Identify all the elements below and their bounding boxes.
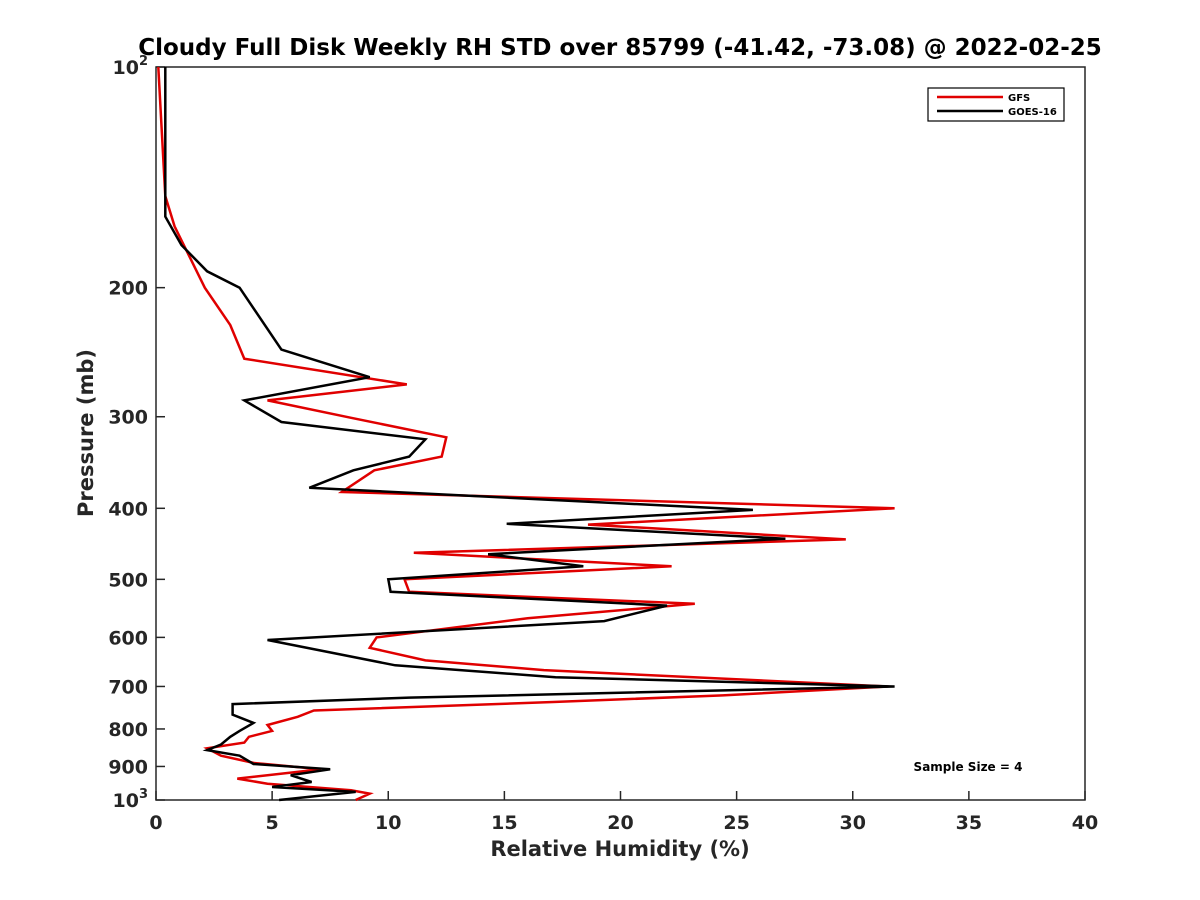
y-tick-label: 300 [108,407,148,429]
y-tick-label: 103 [113,787,149,812]
x-tick-label: 30 [840,812,866,834]
y-tick-label: 400 [108,498,148,520]
x-axis-ticks: 0 5 10 15 20 25 30 35 40 [149,791,1098,834]
x-tick-label: 35 [956,812,982,834]
legend-box [927,87,1065,122]
x-tick-label: 25 [723,812,749,834]
y-tick-label: 800 [108,719,148,741]
x-tick-label: 5 [266,812,279,834]
y-tick-label: 200 [108,278,148,300]
legend: GFS GOES-16 [927,87,1065,122]
legend-label-goes16: GOES-16 [1008,107,1057,118]
x-tick-label: 40 [1072,812,1098,834]
y-tick-label: 700 [108,676,148,698]
legend-label-gfs: GFS [1008,93,1030,104]
x-tick-label: 20 [607,812,633,834]
x-tick-label: 15 [491,812,517,834]
series-line-goes16 [164,67,895,802]
y-tick-label: 102 [113,54,149,79]
chart-title: Cloudy Full Disk Weekly RH STD over 8579… [138,35,1102,61]
x-tick-label: 10 [375,812,401,834]
sample-size-annotation: Sample Size = 4 [914,760,1023,774]
series-line-gfs [157,66,895,802]
x-axis-label: Relative Humidity (%) [490,837,749,861]
y-tick-label: 500 [108,569,148,591]
y-tick-label: 900 [108,756,148,778]
series-lines [157,66,895,802]
y-axis-label: Pressure (mb) [74,349,98,517]
y-tick-label: 600 [108,627,148,649]
y-axis-ticks: 102 200 300 400 500 600 700 800 900 103 [108,54,165,812]
plot-frame [155,66,1086,801]
x-tick-label: 0 [149,812,162,834]
